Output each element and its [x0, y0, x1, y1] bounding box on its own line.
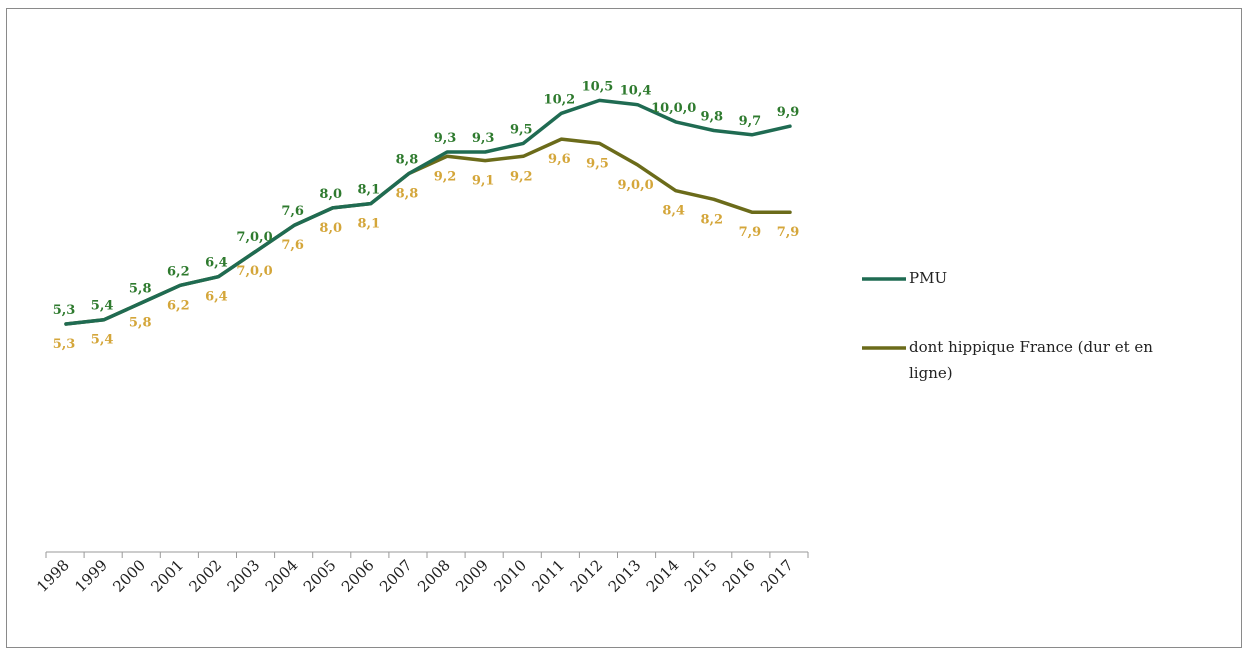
x-tick-label: 2004 [262, 556, 302, 596]
legend-label-hippique: dont hippique France (dur et en ligne) [909, 338, 1153, 382]
x-tick-label: 2007 [376, 556, 416, 596]
data-label-hippique: 5,8 [129, 316, 152, 331]
data-label-hippique: 9,1 [472, 174, 495, 189]
data-label-pmu: 9,3 [472, 131, 495, 146]
x-tick-label: 1999 [71, 556, 111, 596]
data-label-hippique: 7,9 [777, 225, 800, 240]
data-label-hippique: 9,6 [548, 152, 571, 167]
x-tick-label: 1998 [33, 556, 73, 596]
data-label-pmu: 5,8 [129, 282, 152, 297]
x-tick-label: 2010 [490, 556, 530, 596]
data-label-pmu: 9,7 [739, 114, 762, 129]
data-label-hippique: 8,0 [319, 221, 342, 236]
data-label-hippique: 7,9 [739, 225, 762, 240]
data-label-hippique: 8,8 [396, 187, 419, 202]
legend-label-pmu: PMU [909, 269, 947, 287]
data-label-hippique: 8,4 [662, 204, 685, 219]
data-label-pmu: 10,0,0 [651, 101, 696, 116]
x-tick-label: 2005 [300, 556, 340, 596]
series-line-hippique [64, 137, 792, 326]
data-label-pmu: 8,0 [319, 187, 342, 202]
data-label-pmu: 9,8 [700, 110, 723, 125]
x-tick-label: 2000 [109, 556, 149, 596]
x-tick-label: 2003 [224, 556, 264, 596]
data-label-pmu: 9,9 [777, 105, 800, 120]
x-tick-label: 2006 [338, 556, 378, 596]
data-label-hippique: 7,6 [281, 238, 304, 253]
data-label-pmu: 7,6 [281, 204, 304, 219]
data-label-pmu: 6,2 [167, 264, 190, 279]
x-tick-label: 2011 [528, 556, 568, 596]
x-tick-label: 2008 [414, 556, 454, 596]
x-tick-label: 2013 [605, 556, 645, 596]
x-tick-label: 2009 [452, 556, 492, 596]
x-tick-label: 2016 [719, 556, 759, 596]
data-label-pmu: 10,5 [582, 79, 614, 94]
data-label-pmu: 5,3 [53, 303, 76, 318]
data-label-pmu: 9,3 [434, 131, 457, 146]
data-label-hippique: 9,2 [434, 169, 457, 184]
data-label-pmu: 9,5 [510, 122, 533, 137]
data-label-pmu: 7,0,0 [236, 230, 272, 245]
data-label-pmu: 10,2 [544, 92, 576, 107]
data-label-hippique: 9,5 [586, 156, 609, 171]
data-label-hippique: 5,3 [53, 337, 76, 352]
x-tick-label: 2014 [643, 556, 683, 596]
data-label-hippique: 9,2 [510, 169, 533, 184]
x-tick-label: 2001 [147, 556, 187, 596]
data-label-pmu: 8,8 [396, 153, 419, 168]
data-label-hippique: 8,1 [358, 217, 381, 232]
chart-frame [6, 8, 1242, 648]
x-tick-label: 2017 [757, 556, 797, 596]
data-label-pmu: 5,4 [91, 299, 114, 314]
data-label-hippique: 5,4 [91, 333, 114, 348]
data-label-hippique: 8,2 [700, 212, 723, 227]
data-label-hippique: 7,0,0 [236, 264, 272, 279]
data-label-pmu: 8,1 [358, 183, 381, 198]
x-tick-label: 2012 [567, 556, 607, 596]
data-label-hippique: 6,2 [167, 298, 190, 313]
series-line-pmu [64, 98, 792, 326]
x-tick-label: 2002 [186, 556, 226, 596]
data-label-pmu: 10,4 [620, 84, 652, 99]
data-label-hippique: 6,4 [205, 290, 228, 305]
data-label-hippique: 9,0,0 [617, 178, 653, 193]
x-tick-label: 2015 [681, 556, 721, 596]
data-label-pmu: 6,4 [205, 256, 228, 271]
